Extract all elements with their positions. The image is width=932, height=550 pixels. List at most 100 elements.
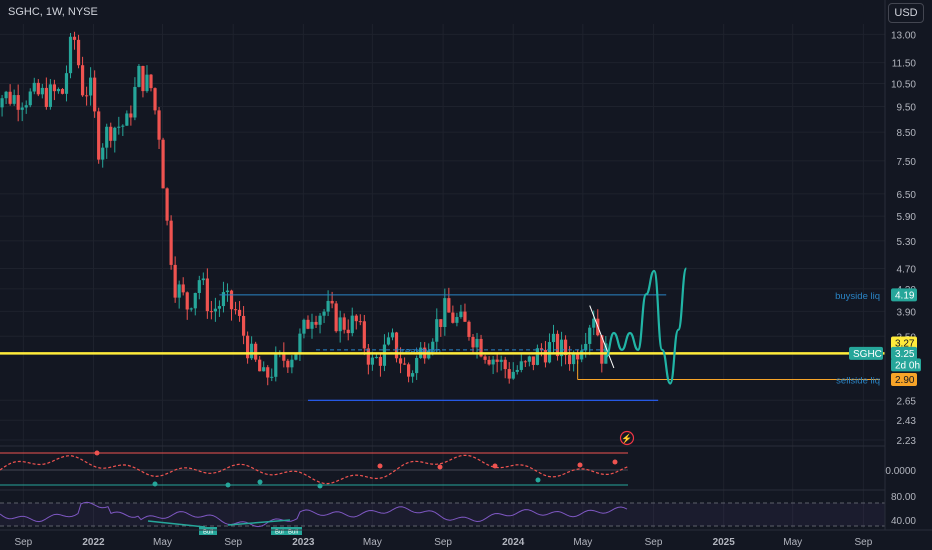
candle-body: [28, 91, 32, 106]
candle-body: [592, 318, 596, 328]
candle-body: [551, 333, 556, 343]
projection-path: [604, 267, 688, 385]
candle-body: [378, 356, 383, 366]
candle-body: [479, 338, 483, 357]
candle-body: [177, 284, 181, 298]
rsi-bull-label: Bull: [275, 530, 285, 536]
candle-body: [274, 353, 278, 377]
x-tick-label: Sep: [224, 537, 242, 548]
x-tick-label: May: [153, 537, 172, 548]
candle-body: [370, 357, 374, 365]
candle-body: [80, 65, 85, 96]
candle-body: [56, 89, 61, 92]
candle-body: [12, 95, 16, 104]
rsi-tick-label-high: 80.00: [891, 492, 916, 503]
candle-body: [318, 315, 322, 325]
candle-body: [491, 359, 495, 365]
candle-body: [519, 361, 523, 370]
rsi-bull-badge-2: [271, 527, 289, 535]
chart-title: SGHC, 1W, NYSE: [8, 6, 98, 18]
candle-body: [314, 321, 318, 325]
candle-body: [121, 125, 125, 127]
sellside-liq-label: sellside liq: [836, 376, 880, 387]
candle-body: [366, 348, 370, 365]
candle-body: [76, 39, 81, 66]
candle-body: [113, 127, 117, 141]
candle-body: [173, 264, 177, 298]
sellside-price-tag-bg: [891, 373, 917, 387]
candle-body: [451, 312, 455, 323]
last-price-tag-bg: [891, 346, 917, 360]
candle-body: [439, 319, 443, 327]
candle-body: [435, 319, 439, 342]
candle-body: [72, 36, 77, 40]
candle-body: [346, 329, 350, 334]
candle-body: [523, 361, 527, 363]
candle-body: [109, 126, 113, 141]
candle-body: [205, 278, 209, 312]
candle-body: [137, 65, 141, 87]
candle-body: [447, 298, 451, 313]
candle-body: [563, 339, 568, 356]
candle-body: [499, 359, 503, 362]
candle-body: [487, 359, 491, 365]
osc-dot-6: [437, 464, 443, 470]
candle-body: [169, 220, 173, 265]
candle-body: [125, 113, 129, 126]
candle-body: [588, 327, 592, 344]
candle-body: [467, 321, 471, 337]
currency-button[interactable]: USD: [888, 3, 924, 23]
candle-body: [246, 335, 250, 359]
candle-body: [117, 126, 121, 128]
osc-dot-10: [612, 459, 618, 465]
osc-dot-8: [535, 477, 541, 483]
candle-body: [189, 308, 193, 310]
candle-body: [250, 343, 254, 359]
candle-body: [105, 126, 109, 148]
candle-body: [600, 335, 604, 364]
candle-body: [584, 343, 588, 351]
buyside-price-tag: 4.19: [895, 290, 915, 301]
candle-body: [157, 110, 161, 140]
osc-dot-0: [94, 450, 100, 456]
candle-body: [8, 91, 12, 104]
candle-body: [185, 292, 189, 310]
candle-body: [455, 317, 459, 323]
candle-body: [402, 363, 407, 365]
candle-body: [334, 303, 338, 332]
candle-body: [85, 95, 89, 97]
candle-body: [20, 107, 24, 110]
candle-body: [40, 87, 44, 95]
buyside-liq-label: buyside liq: [835, 291, 880, 302]
sellside-price-tag: 2.90: [895, 375, 915, 386]
x-tick-label: Sep: [855, 537, 873, 548]
candle-body: [24, 105, 28, 108]
candle-body: [290, 359, 294, 368]
candle-body: [129, 113, 133, 118]
candle-body: [0, 98, 4, 108]
breakeven-label: breakeven: [397, 346, 441, 357]
candle-body: [93, 77, 97, 112]
candle-body: [133, 86, 137, 118]
candle-body: [60, 89, 65, 94]
candle-body: [306, 319, 310, 329]
candle-body: [294, 354, 298, 360]
y-tick-label: 2.65: [897, 396, 917, 407]
candle-body: [233, 309, 238, 311]
candle-body: [161, 139, 165, 189]
candle-body: [362, 321, 366, 349]
candle-body: [52, 84, 56, 92]
candle-body: [64, 73, 69, 94]
candle-body: [266, 367, 270, 378]
candle-body: [302, 319, 306, 334]
candle-body: [68, 36, 73, 74]
candle-body: [394, 332, 399, 359]
candle-body: [443, 298, 447, 327]
candle-body: [507, 369, 511, 379]
candle-body: [48, 84, 52, 107]
candle-body: [217, 306, 222, 309]
rsi-divergence-2: [227, 519, 291, 526]
prev-price-tag-bg: [891, 336, 917, 350]
rsi-bull-badge-1: [199, 527, 217, 535]
